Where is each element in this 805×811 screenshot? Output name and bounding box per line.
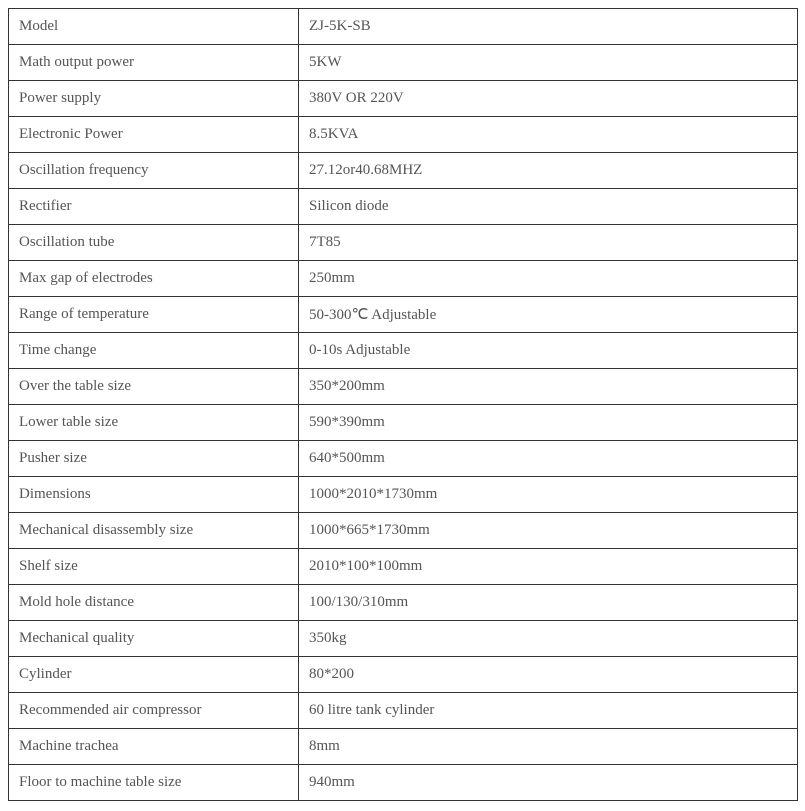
spec-value: 590*390mm — [299, 405, 798, 441]
table-row: RectifierSilicon diode — [9, 189, 798, 225]
spec-label: Recommended air compressor — [9, 693, 299, 729]
spec-value: 640*500mm — [299, 441, 798, 477]
spec-label: Mechanical disassembly size — [9, 513, 299, 549]
spec-value: 100/130/310mm — [299, 585, 798, 621]
spec-label: Range of temperature — [9, 297, 299, 333]
spec-label: Mechanical quality — [9, 621, 299, 657]
table-row: Time change0-10s Adjustable — [9, 333, 798, 369]
spec-value: 1000*2010*1730mm — [299, 477, 798, 513]
table-row: Oscillation tube7T85 — [9, 225, 798, 261]
spec-label: Max gap of electrodes — [9, 261, 299, 297]
spec-label: Over the table size — [9, 369, 299, 405]
spec-label: Rectifier — [9, 189, 299, 225]
spec-value: ZJ-5K-SB — [299, 9, 798, 45]
table-row: Dimensions1000*2010*1730mm — [9, 477, 798, 513]
spec-value: 350kg — [299, 621, 798, 657]
table-row: Electronic Power8.5KVA — [9, 117, 798, 153]
table-row: Shelf size2010*100*100mm — [9, 549, 798, 585]
spec-value: 2010*100*100mm — [299, 549, 798, 585]
spec-label: Electronic Power — [9, 117, 299, 153]
spec-value: 250mm — [299, 261, 798, 297]
spec-label: Power supply — [9, 81, 299, 117]
spec-value: 60 litre tank cylinder — [299, 693, 798, 729]
table-row: Mechanical quality350kg — [9, 621, 798, 657]
spec-label: Oscillation frequency — [9, 153, 299, 189]
spec-value: Silicon diode — [299, 189, 798, 225]
table-row: ModelZJ-5K-SB — [9, 9, 798, 45]
table-row: Over the table size350*200mm — [9, 369, 798, 405]
spec-value: 8mm — [299, 729, 798, 765]
table-row: Lower table size590*390mm — [9, 405, 798, 441]
spec-label: Mold hole distance — [9, 585, 299, 621]
spec-value: 350*200mm — [299, 369, 798, 405]
spec-value: 27.12or40.68MHZ — [299, 153, 798, 189]
spec-label: Math output power — [9, 45, 299, 81]
table-row: Range of temperature50-300℃ Adjustable — [9, 297, 798, 333]
table-row: Pusher size640*500mm — [9, 441, 798, 477]
spec-value: 8.5KVA — [299, 117, 798, 153]
spec-label: Pusher size — [9, 441, 299, 477]
spec-label: Oscillation tube — [9, 225, 299, 261]
table-row: Mold hole distance100/130/310mm — [9, 585, 798, 621]
spec-label: Machine trachea — [9, 729, 299, 765]
spec-table: ModelZJ-5K-SBMath output power5KWPower s… — [8, 8, 798, 801]
spec-value: 940mm — [299, 765, 798, 801]
spec-table-body: ModelZJ-5K-SBMath output power5KWPower s… — [9, 9, 798, 801]
table-row: Floor to machine table size940mm — [9, 765, 798, 801]
spec-label: Model — [9, 9, 299, 45]
table-row: Mechanical disassembly size1000*665*1730… — [9, 513, 798, 549]
spec-value: 5KW — [299, 45, 798, 81]
table-row: Power supply380V OR 220V — [9, 81, 798, 117]
spec-label: Shelf size — [9, 549, 299, 585]
table-row: Oscillation frequency27.12or40.68MHZ — [9, 153, 798, 189]
spec-label: Time change — [9, 333, 299, 369]
spec-label: Lower table size — [9, 405, 299, 441]
table-row: Max gap of electrodes250mm — [9, 261, 798, 297]
spec-label: Floor to machine table size — [9, 765, 299, 801]
table-row: Recommended air compressor60 litre tank … — [9, 693, 798, 729]
spec-label: Dimensions — [9, 477, 299, 513]
spec-value: 1000*665*1730mm — [299, 513, 798, 549]
spec-label: Cylinder — [9, 657, 299, 693]
table-row: Machine trachea8mm — [9, 729, 798, 765]
spec-value: 380V OR 220V — [299, 81, 798, 117]
spec-value: 0-10s Adjustable — [299, 333, 798, 369]
spec-value: 7T85 — [299, 225, 798, 261]
table-row: Cylinder80*200 — [9, 657, 798, 693]
table-row: Math output power5KW — [9, 45, 798, 81]
spec-value: 80*200 — [299, 657, 798, 693]
spec-value: 50-300℃ Adjustable — [299, 297, 798, 333]
